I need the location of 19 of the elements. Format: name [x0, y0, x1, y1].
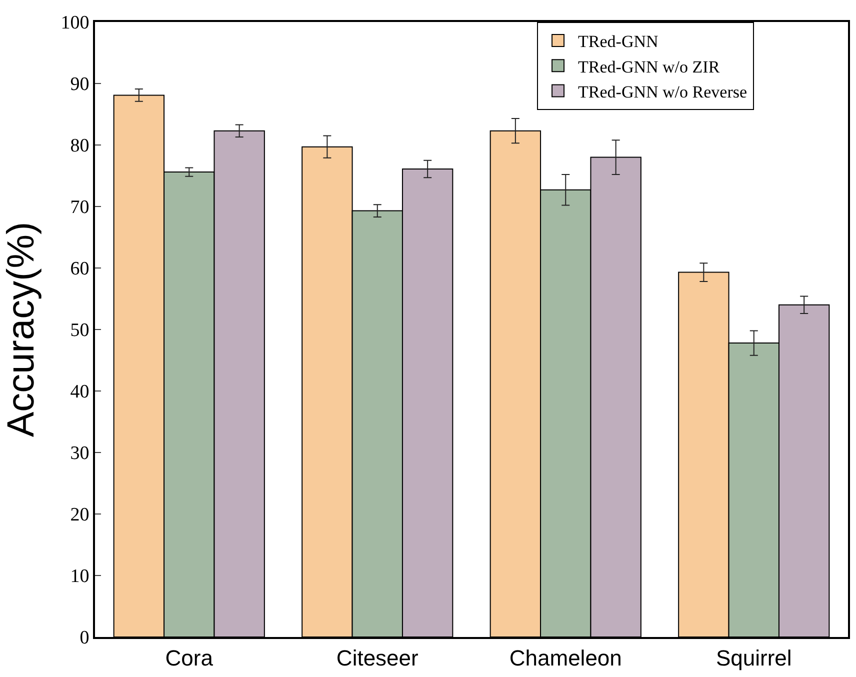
x-tick-label: Chameleon: [509, 645, 622, 670]
x-tick-label: Squirrel: [716, 645, 792, 670]
y-tick-label: 30: [70, 443, 90, 464]
x-tick-label: Cora: [165, 645, 214, 670]
legend-label: TRed-GNN: [578, 32, 658, 52]
y-tick-label: 40: [70, 382, 90, 403]
y-tick-label: 0: [80, 628, 90, 649]
y-tick-label: 100: [60, 12, 90, 34]
legend-label: TRed-GNN w/o ZIR: [578, 57, 720, 76]
y-axis-title: Accuracy(%): [0, 222, 42, 438]
legend-label: TRed-GNN w/o Reverse: [578, 82, 748, 102]
y-tick-label: 70: [70, 197, 90, 218]
x-tick-label: Citeseer: [336, 645, 418, 670]
y-tick-label: 90: [70, 74, 90, 96]
y-tick-label: 20: [70, 504, 90, 526]
y-tick-label: 60: [70, 258, 90, 280]
y-tick-label: 80: [70, 136, 90, 157]
y-tick-label: 10: [70, 566, 90, 588]
y-tick-label: 50: [70, 320, 90, 342]
